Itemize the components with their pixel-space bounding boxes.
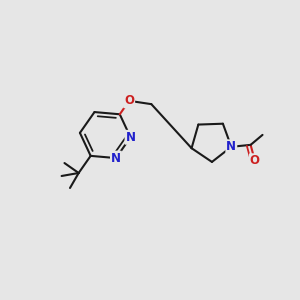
- Text: N: N: [111, 152, 121, 165]
- Text: O: O: [250, 154, 260, 167]
- Text: N: N: [125, 131, 136, 144]
- Text: N: N: [226, 140, 236, 153]
- Text: O: O: [124, 94, 134, 107]
